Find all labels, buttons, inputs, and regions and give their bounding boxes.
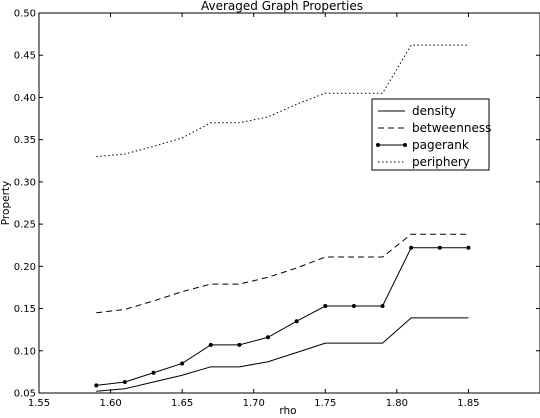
legend: density betweenness pagerank periphery: [371, 98, 491, 171]
data-point-pagerank: [437, 245, 442, 250]
y-ticks: 0.05 0.10 0.15 0.20 0.25 0.30 0.35 0.40 0.45 0.50: [14, 9, 540, 400]
y-tick-label: 0.05: [14, 389, 36, 400]
series-line-pagerank: [96, 247, 469, 386]
y-tick-label: 0.15: [14, 304, 36, 315]
y-tick-label: 0.35: [14, 135, 36, 146]
x-tick-label: 1.80: [386, 398, 408, 409]
data-point-pagerank: [180, 361, 185, 366]
legend-label-pagerank: pagerank: [412, 138, 469, 152]
y-tick-label: 0.45: [14, 51, 36, 62]
legend-label-density: density: [412, 104, 456, 118]
legend-marker: [403, 143, 407, 147]
y-axis-label: Property: [0, 181, 12, 225]
y-tick-label: 0.40: [14, 93, 36, 104]
legend-label-betweenness: betweenness: [412, 121, 491, 135]
x-axis-label: rho: [279, 405, 296, 417]
x-tick-label: 1.60: [99, 398, 121, 409]
x-ticks: 1.55 1.60 1.65 1.70 1.75 1.80 1.85: [28, 13, 480, 409]
series-line-betweenness: [96, 233, 469, 314]
legend-marker: [376, 143, 380, 147]
data-point-pagerank: [94, 383, 99, 388]
data-point-pagerank: [380, 304, 385, 309]
series-group: [94, 44, 471, 392]
y-tick-label: 0.20: [14, 262, 36, 273]
x-tick-label: 1.85: [457, 398, 479, 409]
x-tick-label: 1.75: [314, 398, 336, 409]
data-point-pagerank: [409, 245, 414, 250]
x-tick-label: 1.65: [171, 398, 193, 409]
data-point-pagerank: [266, 335, 271, 340]
series-line-density: [96, 317, 469, 392]
series-line-periphery: [96, 44, 469, 158]
x-tick-label: 1.70: [243, 398, 265, 409]
y-tick-label: 0.30: [14, 177, 36, 188]
data-point-pagerank: [351, 304, 356, 309]
data-point-pagerank: [323, 304, 328, 309]
chart-title: Averaged Graph Properties: [201, 0, 363, 13]
y-tick-label: 0.10: [14, 346, 36, 357]
data-point-pagerank: [466, 245, 471, 250]
data-point-pagerank: [151, 370, 156, 375]
data-point-pagerank: [294, 319, 299, 324]
legend-label-periphery: periphery: [412, 155, 470, 169]
plot-frame: [38, 12, 540, 394]
data-point-pagerank: [122, 380, 127, 385]
x-tick-label: 1.55: [28, 398, 50, 409]
y-tick-label: 0.50: [14, 9, 36, 20]
data-point-pagerank: [237, 342, 242, 347]
data-point-pagerank: [208, 342, 213, 347]
y-tick-label: 0.25: [14, 220, 36, 231]
